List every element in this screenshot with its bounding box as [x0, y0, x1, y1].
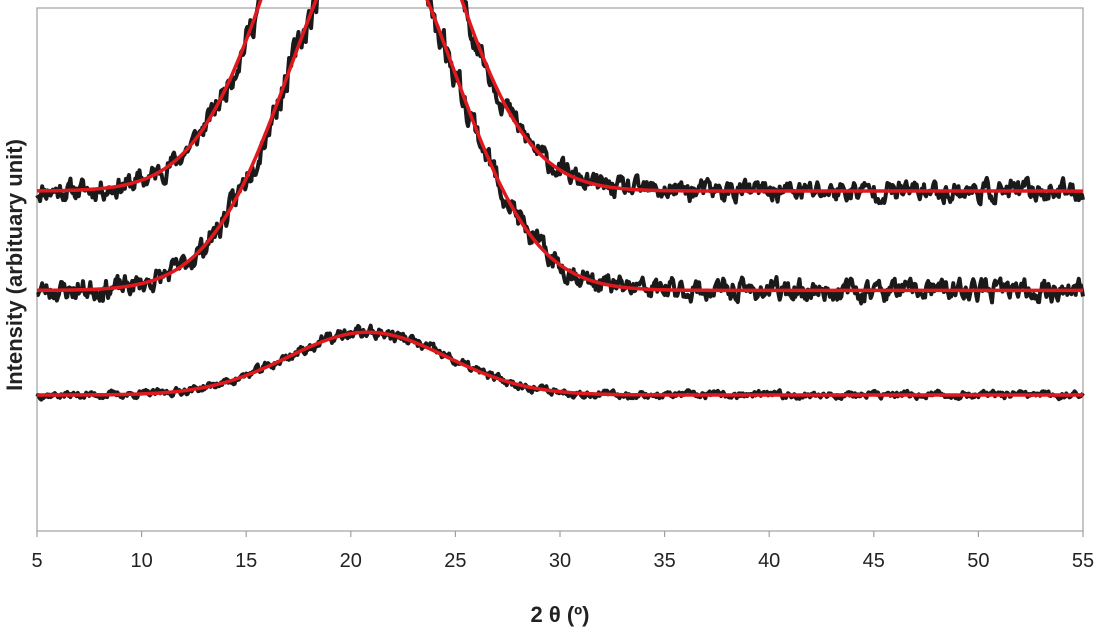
gaussian-fit-curve-3: [37, 330, 1083, 397]
x-tick-label: 50: [967, 550, 989, 572]
xrd-data-trace-1: [35, 0, 1085, 207]
x-tick-label: 35: [653, 550, 675, 572]
gaussian-fit-curve-1: [37, 0, 1083, 193]
x-tick-label: 25: [444, 550, 466, 572]
x-tick-label: 55: [1072, 550, 1094, 572]
x-axis-title: 2 θ (º): [530, 602, 589, 627]
gaussian-fit-curve-2: [37, 0, 1083, 293]
x-tick-label: 10: [130, 550, 152, 572]
xrd-data-trace-2: [36, 0, 1085, 306]
y-axis-title: Intensity (arbituary unit): [2, 139, 27, 391]
x-tick-label: 45: [863, 550, 885, 572]
x-tick-label: 30: [549, 550, 571, 572]
x-tick-label: 40: [758, 550, 780, 572]
x-tick-label: 20: [340, 550, 362, 572]
x-axis-ticks: 5 10 15 20 25 30 35 40 45 50 55: [31, 531, 1094, 572]
x-tick-label: 15: [235, 550, 257, 572]
x-tick-label: 5: [31, 550, 42, 572]
series-group: [35, 0, 1085, 402]
